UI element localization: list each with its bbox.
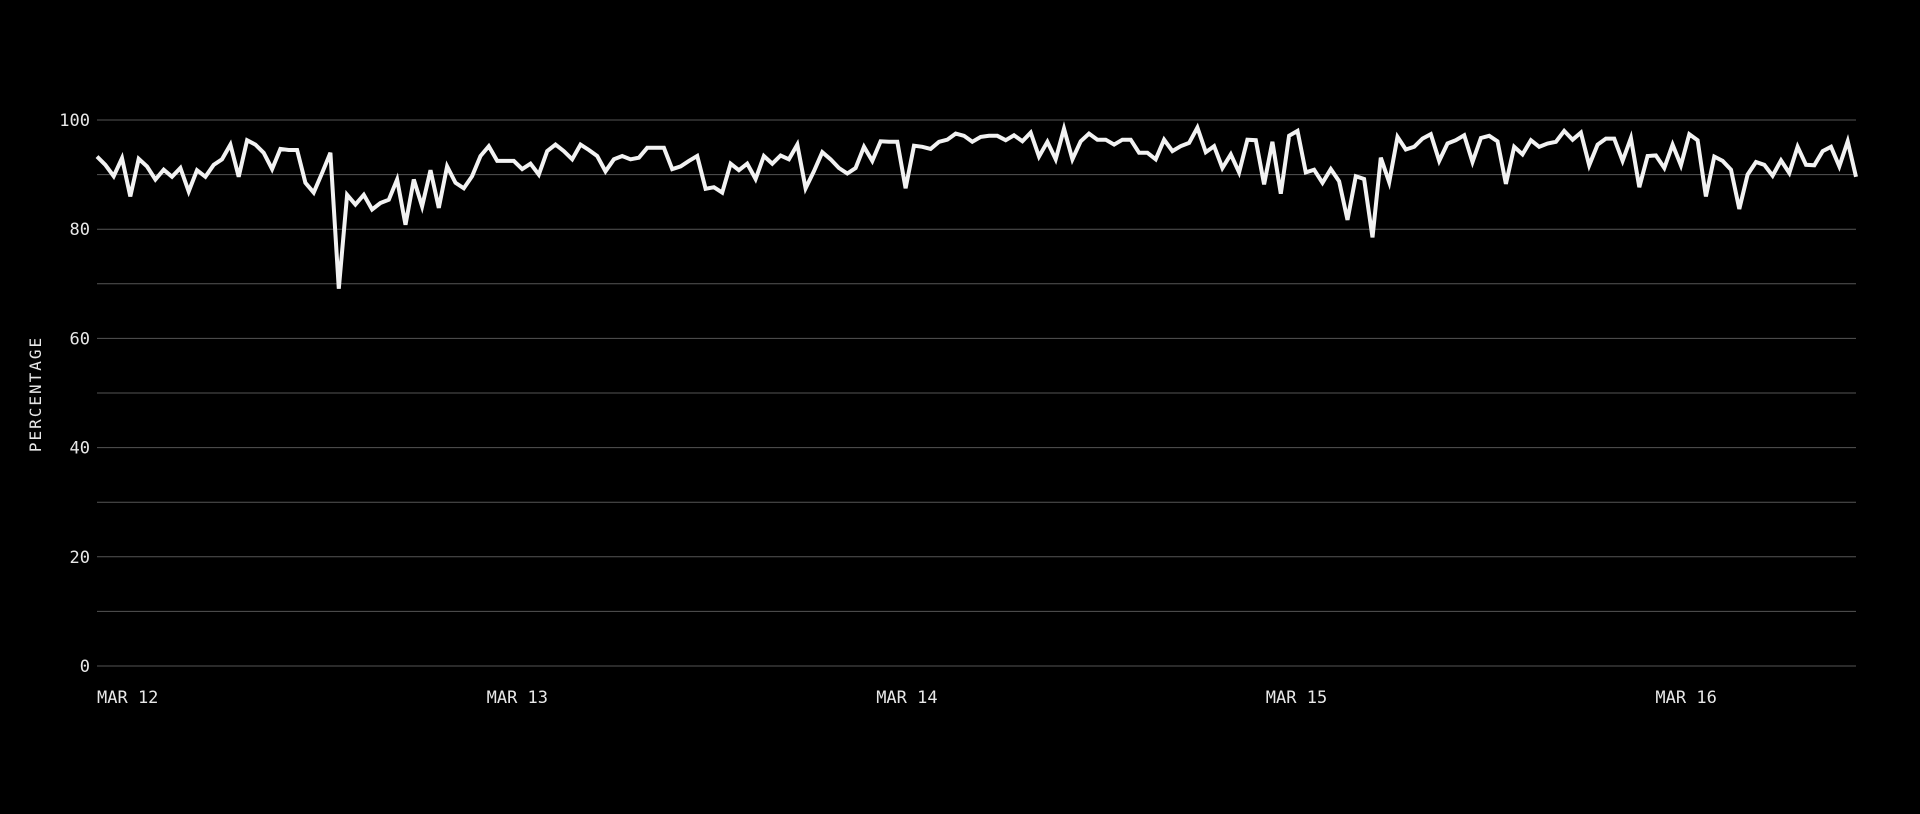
x-tick-label: MAR 15: [1266, 688, 1327, 708]
x-tick-label: MAR 13: [487, 688, 548, 708]
x-tick-label: MAR 16: [1655, 688, 1716, 708]
x-axis-ticks: MAR 12 MAR 13 MAR 14 MAR 15 MAR 16: [97, 688, 1717, 708]
grid-lines: [97, 119, 1856, 667]
y-axis-title: PERCENTAGE: [26, 336, 45, 452]
series-line: [95, 121, 1858, 289]
x-tick-label: MAR 14: [876, 688, 937, 708]
y-tick-label: 60: [70, 329, 90, 349]
y-tick-label: 100: [59, 111, 90, 131]
y-tick-label: 0: [80, 657, 90, 677]
y-tick-label: 80: [70, 220, 90, 240]
y-axis-ticks: 0 20 40 60 80 100: [59, 111, 90, 677]
y-tick-label: 20: [70, 548, 90, 568]
x-tick-label: MAR 12: [97, 688, 158, 708]
y-tick-label: 40: [70, 439, 90, 459]
